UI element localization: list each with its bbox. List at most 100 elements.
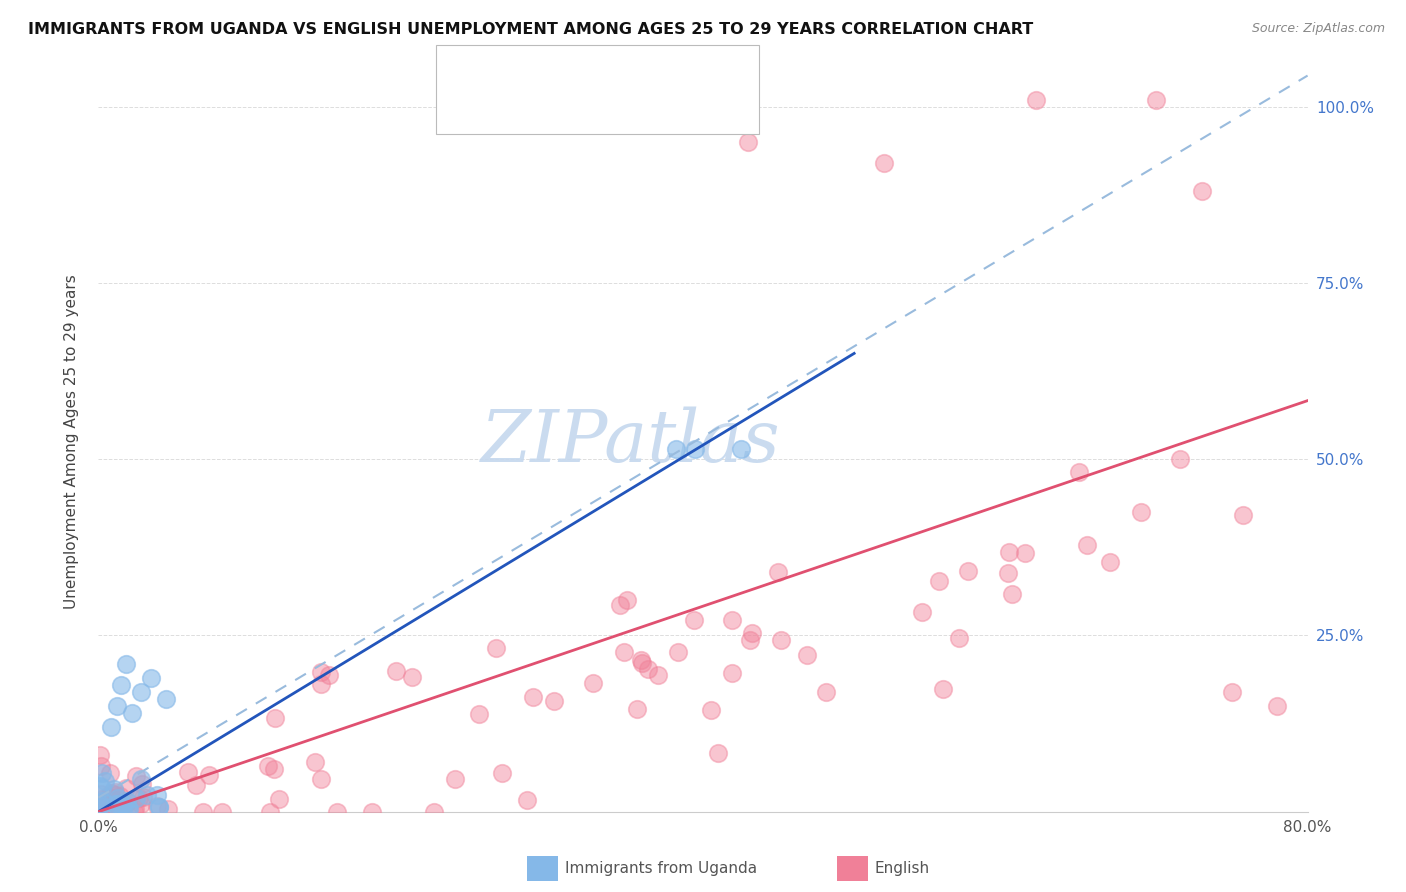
Text: 108: 108 — [637, 103, 669, 117]
Point — [997, 544, 1019, 558]
Point — [117, 801, 139, 815]
Point — [444, 772, 467, 786]
Point — [721, 666, 744, 681]
Point — [699, 703, 721, 717]
Point — [132, 790, 155, 805]
Point — [309, 665, 332, 680]
Point — [1191, 184, 1213, 198]
Point — [522, 690, 544, 704]
Point — [741, 625, 763, 640]
Point — [141, 671, 163, 685]
Point — [129, 772, 152, 786]
Point — [721, 613, 744, 627]
Point — [873, 156, 896, 170]
Point — [770, 633, 793, 648]
Point — [156, 802, 179, 816]
Point — [89, 779, 111, 793]
Point — [309, 772, 332, 787]
Point — [97, 793, 120, 807]
Point — [93, 803, 115, 817]
Point — [100, 720, 122, 734]
Point — [626, 702, 648, 716]
Point — [91, 802, 114, 816]
Point — [468, 707, 491, 722]
Point — [1144, 93, 1167, 107]
Point — [114, 797, 136, 811]
Point — [89, 797, 111, 812]
Point — [104, 785, 127, 799]
Point — [384, 664, 406, 678]
Point — [100, 791, 122, 805]
Point — [911, 606, 934, 620]
Point — [103, 781, 125, 796]
Point — [1076, 538, 1098, 552]
Point — [107, 802, 129, 816]
Point — [105, 698, 128, 713]
Point — [257, 759, 280, 773]
Point — [103, 787, 125, 801]
Point — [516, 793, 538, 807]
Point — [401, 670, 423, 684]
Point — [948, 631, 970, 645]
Point — [1099, 556, 1122, 570]
Point — [198, 767, 221, 781]
Point — [814, 685, 837, 699]
Point — [125, 791, 148, 805]
Point — [1001, 587, 1024, 601]
Point — [112, 797, 135, 812]
Point — [89, 748, 111, 763]
Point — [110, 678, 132, 692]
Text: 0.560: 0.560 — [536, 103, 583, 117]
Point — [131, 797, 153, 811]
Point — [176, 764, 198, 779]
Point — [730, 442, 752, 456]
Point — [1069, 466, 1091, 480]
Point — [1014, 546, 1036, 560]
Point — [155, 692, 177, 706]
Point — [115, 795, 138, 809]
Point — [94, 796, 117, 810]
Point — [121, 706, 143, 720]
Point — [146, 798, 169, 813]
Point — [104, 797, 127, 812]
Point — [318, 668, 340, 682]
Point — [211, 805, 233, 819]
Point — [737, 135, 759, 149]
Text: R =: R = — [496, 62, 530, 77]
Point — [259, 805, 281, 819]
Point — [146, 788, 169, 802]
Point — [1168, 452, 1191, 467]
Point — [637, 662, 659, 676]
Point — [107, 797, 129, 811]
Point — [98, 766, 121, 780]
Point — [796, 648, 818, 662]
Point — [661, 93, 683, 107]
Point — [485, 640, 508, 655]
Point — [107, 791, 129, 805]
Point — [148, 800, 170, 814]
Point — [304, 755, 326, 769]
Point — [112, 802, 135, 816]
Point — [932, 682, 955, 697]
Point — [422, 805, 444, 819]
Point — [766, 565, 789, 579]
Text: English: English — [875, 862, 929, 876]
Point — [124, 802, 146, 816]
Point — [191, 805, 214, 819]
Point — [1267, 698, 1289, 713]
Point — [148, 800, 170, 814]
Point — [91, 794, 114, 808]
Point — [94, 774, 117, 789]
Point — [100, 786, 122, 800]
Point — [491, 766, 513, 780]
Point — [1232, 508, 1254, 523]
Text: ZIPatlas: ZIPatlas — [481, 406, 780, 477]
Point — [311, 676, 333, 690]
Point — [107, 794, 129, 808]
Point — [91, 766, 114, 780]
Point — [616, 592, 638, 607]
Point — [90, 759, 112, 773]
Text: N =: N = — [598, 103, 631, 117]
Point — [128, 790, 150, 805]
Text: 0.240: 0.240 — [536, 62, 583, 77]
